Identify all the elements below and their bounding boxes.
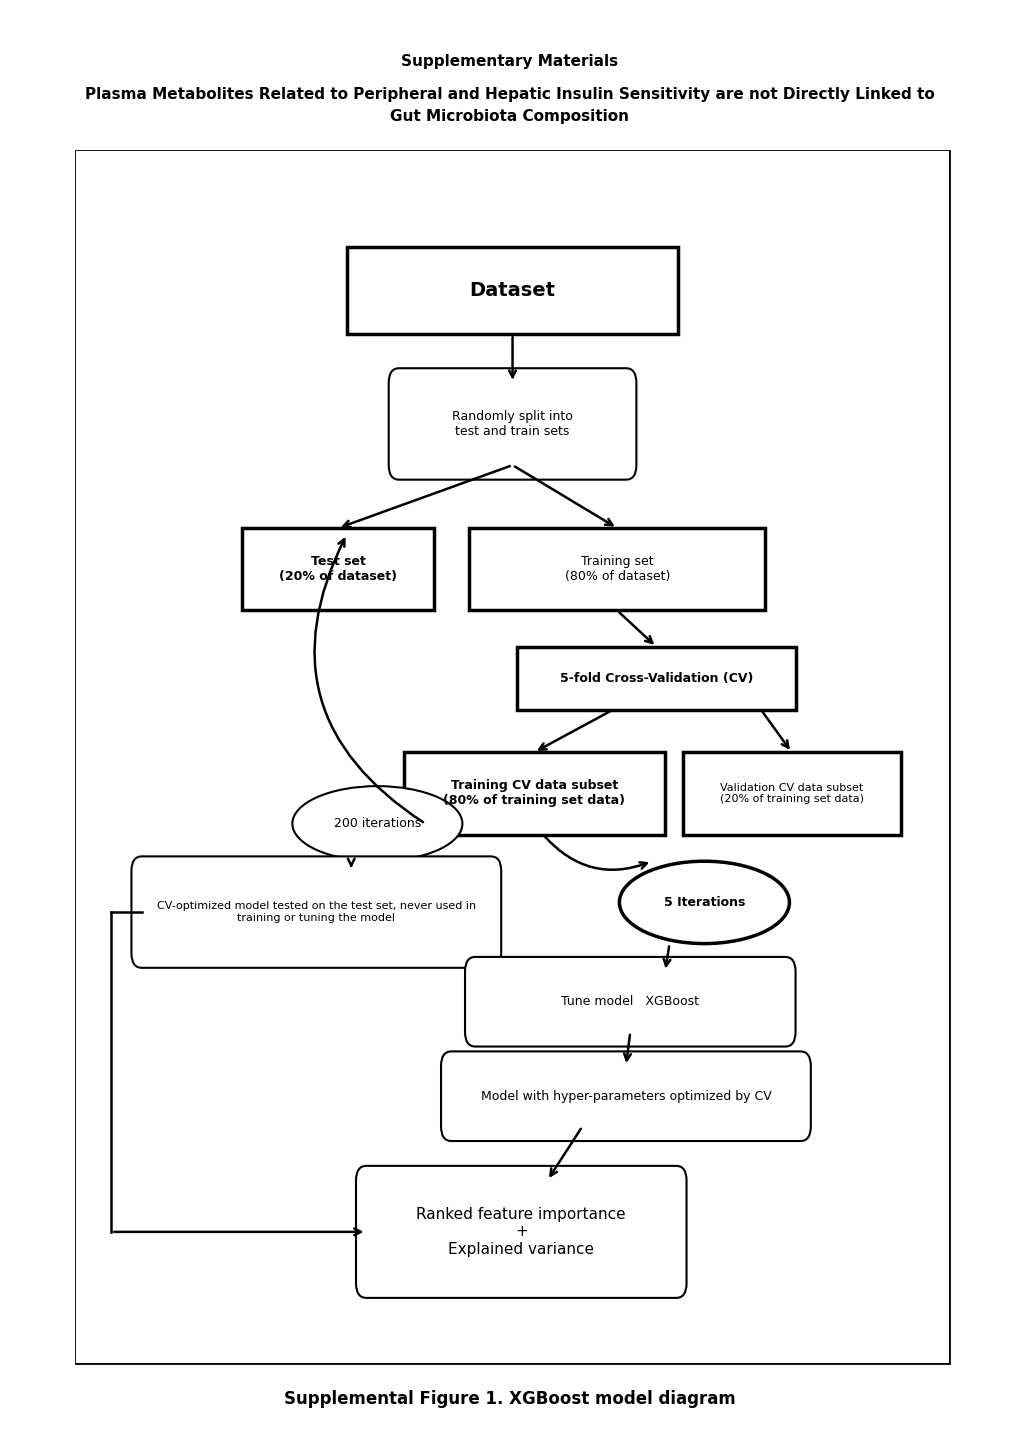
Text: Validation CV data subset
(20% of training set data): Validation CV data subset (20% of traini… <box>719 783 863 805</box>
Text: Ranked feature importance
+
Explained variance: Ranked feature importance + Explained va… <box>416 1207 626 1257</box>
Text: Plasma Metabolites Related to Peripheral and Hepatic Insulin Sensitivity are not: Plasma Metabolites Related to Peripheral… <box>85 87 934 102</box>
Text: Gut Microbiota Composition: Gut Microbiota Composition <box>390 110 629 124</box>
Text: 5 Iterations: 5 Iterations <box>663 895 744 908</box>
FancyBboxPatch shape <box>465 957 795 1047</box>
Ellipse shape <box>619 861 789 943</box>
Text: Supplementary Materials: Supplementary Materials <box>401 53 618 69</box>
FancyBboxPatch shape <box>517 647 795 709</box>
FancyBboxPatch shape <box>682 753 900 835</box>
FancyBboxPatch shape <box>131 857 500 968</box>
Text: 200 iterations: 200 iterations <box>333 818 421 831</box>
FancyBboxPatch shape <box>388 368 636 480</box>
Text: CV-optimized model tested on the test set, never used in
training or tuning the : CV-optimized model tested on the test se… <box>157 901 476 923</box>
FancyBboxPatch shape <box>469 528 764 610</box>
Text: Model with hyper-parameters optimized by CV: Model with hyper-parameters optimized by… <box>480 1090 770 1103</box>
Text: Randomly split into
test and train sets: Randomly split into test and train sets <box>451 410 573 438</box>
Text: Tune model   XGBoost: Tune model XGBoost <box>560 995 699 1008</box>
FancyBboxPatch shape <box>404 753 664 835</box>
Ellipse shape <box>292 786 462 861</box>
Text: Dataset: Dataset <box>469 281 555 300</box>
Text: 5-fold Cross-Validation (CV): 5-fold Cross-Validation (CV) <box>559 672 752 685</box>
Text: Supplemental Figure 1. XGBoost model diagram: Supplemental Figure 1. XGBoost model dia… <box>284 1390 735 1407</box>
Text: Training set
(80% of dataset): Training set (80% of dataset) <box>564 555 669 584</box>
Text: Training CV data subset
(80% of training set data): Training CV data subset (80% of training… <box>443 779 625 808</box>
FancyBboxPatch shape <box>440 1051 810 1141</box>
FancyBboxPatch shape <box>346 247 678 335</box>
FancyBboxPatch shape <box>242 528 434 610</box>
FancyBboxPatch shape <box>356 1165 686 1298</box>
Text: Test set
(20% of dataset): Test set (20% of dataset) <box>279 555 396 584</box>
